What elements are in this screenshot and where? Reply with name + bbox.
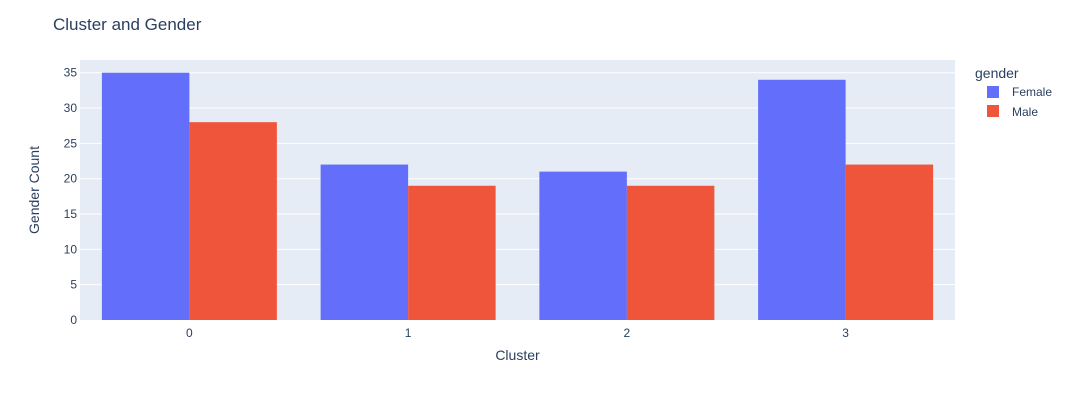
bar-male-cluster-3[interactable] <box>845 164 934 320</box>
bar-female-cluster-1[interactable] <box>320 164 409 320</box>
legend-swatch-male <box>987 105 999 117</box>
legend-item-female[interactable]: Female <box>987 85 1052 99</box>
y-tick-label: 15 <box>64 207 78 221</box>
bar-female-cluster-2[interactable] <box>539 171 627 320</box>
x-tick-label: 3 <box>842 326 849 340</box>
legend-label-female: Female <box>1012 85 1052 99</box>
y-tick-label: 20 <box>64 172 78 186</box>
bar-female-cluster-0[interactable] <box>101 72 190 320</box>
legend-swatch-female <box>987 86 999 98</box>
x-tick-label: 0 <box>186 326 193 340</box>
legend-title: gender <box>975 65 1019 81</box>
x-tick-label: 2 <box>624 326 631 340</box>
y-tick-label: 30 <box>64 101 78 115</box>
y-tick-label: 10 <box>64 242 78 256</box>
bar-male-cluster-2[interactable] <box>626 185 715 320</box>
bar-female-cluster-3[interactable] <box>758 79 846 320</box>
legend-item-male[interactable]: Male <box>987 105 1038 119</box>
legend-label-male: Male <box>1012 105 1038 119</box>
y-tick-label: 0 <box>70 313 77 327</box>
bar-male-cluster-0[interactable] <box>189 122 277 320</box>
x-axis-ticks: 0 1 2 3 <box>186 326 849 340</box>
y-tick-label: 25 <box>64 136 78 150</box>
x-tick-label: 1 <box>405 326 412 340</box>
x-axis-label: Cluster <box>495 347 540 363</box>
legend[interactable]: gender Female Male <box>975 65 1052 119</box>
bars <box>101 72 934 320</box>
y-tick-label: 35 <box>64 66 78 80</box>
y-axis-ticks: 0 5 10 15 20 25 30 35 <box>64 66 78 327</box>
bar-male-cluster-1[interactable] <box>408 185 496 320</box>
y-tick-label: 5 <box>70 278 77 292</box>
y-axis-label: Gender Count <box>26 146 42 234</box>
chart-title: Cluster and Gender <box>53 15 202 34</box>
